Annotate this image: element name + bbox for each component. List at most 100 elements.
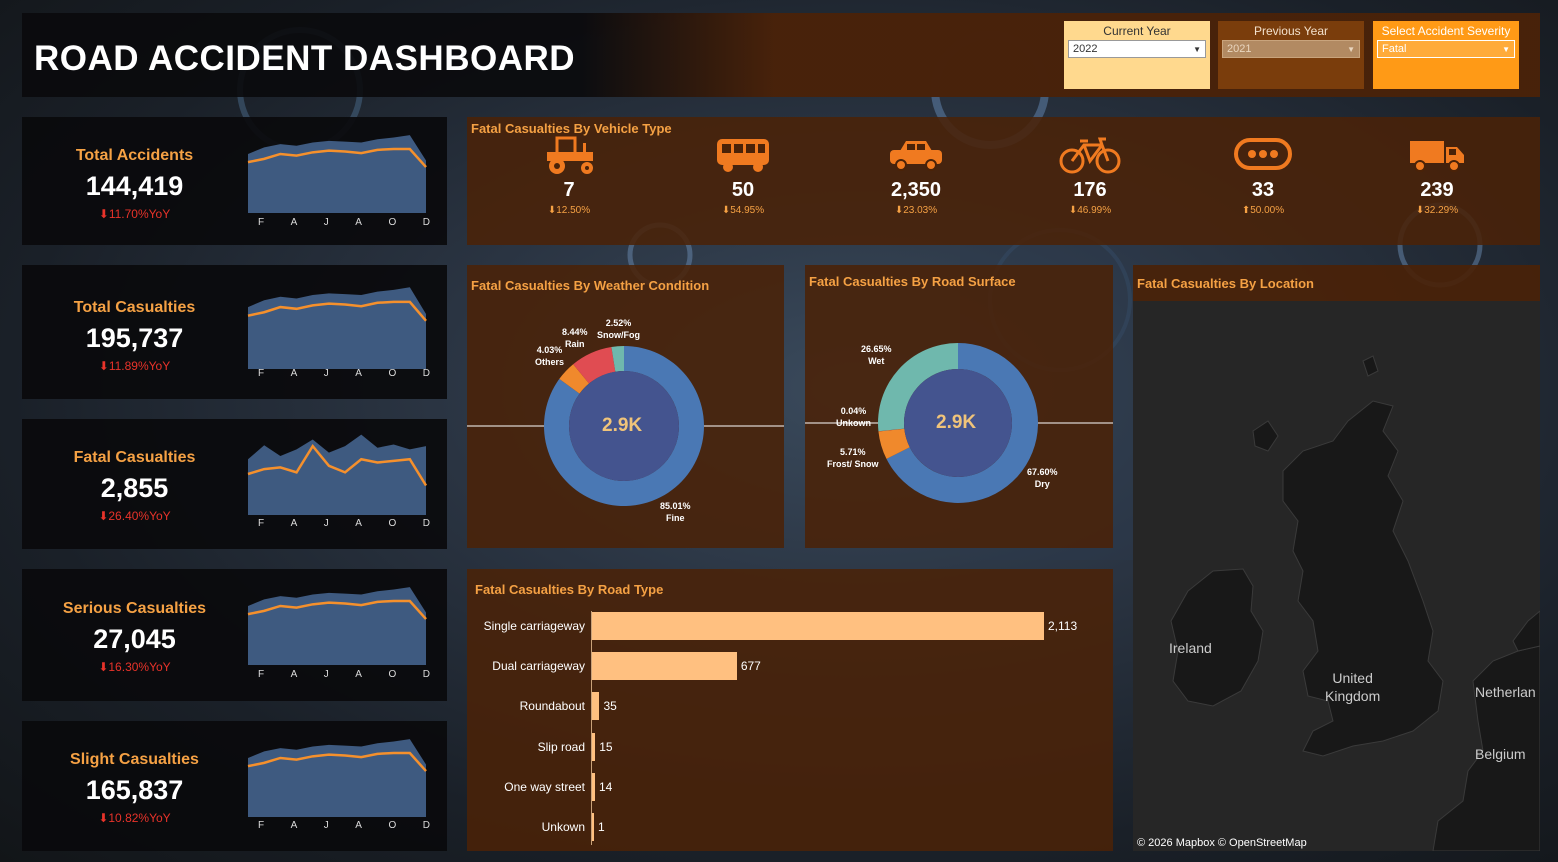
bar[interactable] — [592, 692, 600, 721]
vehicle-change: ⬇32.29% — [1415, 205, 1459, 216]
location-panel: Fatal Casualties By Location Ireland Uni… — [1133, 265, 1540, 851]
month-tick: J — [323, 368, 329, 379]
dashboard-header: ROAD ACCIDENT DASHBOARD Current Year 202… — [22, 13, 1540, 97]
sparkline-area — [248, 587, 426, 665]
month-tick: A — [290, 669, 298, 680]
vehicle-item-truck[interactable]: 239 ⬇32.29% — [1367, 135, 1507, 216]
kpi-sparkline[interactable] — [244, 131, 434, 213]
sparkline-area — [248, 434, 426, 515]
bar[interactable] — [592, 652, 737, 681]
section-title: Fatal Casualties By Weather Condition — [471, 278, 710, 293]
donut-slice-wet[interactable] — [878, 343, 958, 432]
location-map[interactable]: Ireland United Kingdom Netherlan Belgium… — [1133, 301, 1540, 851]
vehicle-change: ⬇54.95% — [721, 205, 765, 216]
slice-pct: 8.44% — [562, 327, 588, 337]
others-icon — [1234, 138, 1292, 170]
vehicle-change: ⬇23.03% — [894, 205, 938, 216]
bar-value-label: 1 — [598, 820, 605, 834]
vehicle-item-others[interactable]: 33 ⬆50.00% — [1193, 135, 1333, 216]
kpi-label: Serious Casualties — [62, 600, 207, 617]
kpi-label: Slight Casualties — [70, 751, 199, 768]
sparkline-line — [247, 751, 427, 772]
road-type-row[interactable]: Roundabout 35 — [467, 692, 1113, 721]
selected-value: 2021 — [1227, 43, 1252, 55]
kpi-sparkline[interactable] — [244, 433, 434, 515]
bar-value-label: 15 — [599, 739, 613, 754]
vehicle-change: ⬆50.00% — [1241, 205, 1285, 216]
page-title: ROAD ACCIDENT DASHBOARD — [34, 39, 576, 78]
surface-donut-chart[interactable] — [805, 265, 1113, 548]
donut-slice-frost-snow[interactable] — [878, 428, 910, 459]
vehicle-item-bicycle[interactable]: 176 ⬇46.99% — [1020, 135, 1160, 216]
slice-label-frost-snow: 5.71% Frost/ Snow — [827, 446, 879, 470]
road-type-row[interactable]: Slip road 15 — [467, 732, 1113, 761]
slice-name: Fine — [666, 513, 685, 523]
slice-pct: 0.04% — [840, 406, 867, 416]
bar[interactable] — [592, 813, 594, 841]
road-type-row[interactable]: Single carriageway 2,113 — [467, 612, 1113, 640]
previous-year-select[interactable]: 2021 ▼ — [1222, 40, 1360, 58]
dropdown-arrow-icon[interactable]: ▼ — [1347, 45, 1355, 54]
month-tick: O — [388, 368, 397, 379]
month-tick: O — [388, 518, 397, 529]
month-tick: F — [258, 820, 265, 831]
weather-donut-chart[interactable] — [467, 265, 784, 548]
vehicle-item-tractor[interactable]: 7 ⬇12.50% — [499, 135, 639, 216]
slice-name: Unkown — [836, 418, 871, 428]
map-attribution[interactable]: © 2026 Mapbox © OpenStreetMap — [1137, 837, 1307, 849]
bar-value-label: 14 — [598, 779, 613, 794]
month-tick: F — [258, 217, 265, 228]
donut-slice-dry[interactable] — [886, 343, 1038, 503]
vehicle-type-panel: Fatal Casualties By Vehicle Type 7 ⬇12.5… — [467, 117, 1540, 245]
bar-axis-line — [591, 611, 592, 845]
kpi-value: 144,419 — [85, 171, 184, 201]
donut-slice-rain[interactable] — [573, 347, 616, 384]
bar-category-label: Slip road — [537, 739, 585, 754]
kpi-sparkline[interactable] — [244, 283, 434, 369]
sparkline-line — [247, 443, 428, 487]
sparkline-area — [248, 739, 426, 817]
bar-category-label: Single carriageway — [483, 619, 585, 633]
bar[interactable] — [592, 612, 1044, 640]
previous-year-filter[interactable]: Previous Year 2021 ▼ — [1218, 21, 1364, 89]
accident-severity-filter[interactable]: Select Accident Severity Fatal ▼ — [1373, 21, 1519, 89]
bar-category-label: Dual carriageway — [492, 659, 585, 674]
vehicle-item-car[interactable]: 2,350 ⬇23.03% — [846, 135, 986, 216]
road-type-row[interactable]: One way street 14 — [467, 772, 1113, 801]
kpi-sparkline[interactable] — [244, 735, 434, 817]
current-year-filter[interactable]: Current Year 2022 ▼ — [1064, 21, 1210, 89]
bar[interactable] — [592, 772, 595, 801]
donut-slices — [878, 343, 1038, 503]
road-type-row[interactable]: Dual carriageway 677 — [467, 652, 1113, 681]
section-title: Fatal Casualties By Vehicle Type — [471, 121, 672, 136]
map-label-netherlands: Netherlan — [1475, 684, 1536, 700]
month-tick: J — [323, 217, 329, 228]
donut-slice-others[interactable] — [559, 364, 590, 394]
slice-label-unknown: 0.04% Unkown — [836, 405, 871, 429]
road-surface-panel: Fatal Casualties By Road Surface 2.9K 26… — [805, 265, 1113, 548]
dropdown-arrow-icon[interactable]: ▼ — [1502, 45, 1510, 54]
accident-severity-select[interactable]: Fatal ▼ — [1377, 40, 1515, 58]
road-type-panel: Fatal Casualties By Road Type Single car… — [467, 569, 1113, 851]
kpi-card-fatal-casualties: Fatal Casualties 2,855 ⬇26.40%YoY F A J … — [22, 419, 447, 549]
kpi-yoy: ⬇11.89%YoY — [98, 359, 171, 373]
map-label-uk-line1: United — [1332, 670, 1373, 686]
current-year-select[interactable]: 2022 ▼ — [1068, 40, 1206, 58]
dropdown-arrow-icon[interactable]: ▼ — [1193, 45, 1201, 54]
donut-center-value: 2.9K — [936, 412, 977, 433]
month-tick: F — [258, 518, 265, 529]
vehicle-value: 7 — [563, 179, 575, 201]
donut-slice-unkown[interactable] — [878, 428, 905, 432]
vehicle-item-bus[interactable]: 50 ⬇54.95% — [673, 135, 813, 216]
month-axis: F A J A O D — [244, 820, 434, 831]
bar[interactable] — [592, 732, 596, 761]
slice-name: Rain — [565, 339, 585, 349]
month-axis: F A J A O D — [244, 368, 434, 379]
donut-slice-fine[interactable] — [544, 346, 704, 506]
road-type-row[interactable]: Unkown 1 — [467, 813, 1113, 841]
month-tick: F — [258, 368, 265, 379]
kpi-value: 165,837 — [85, 775, 184, 805]
kpi-sparkline[interactable] — [244, 583, 434, 665]
donut-slice-snow-fog[interactable] — [611, 346, 624, 372]
donut-hole — [569, 371, 679, 481]
